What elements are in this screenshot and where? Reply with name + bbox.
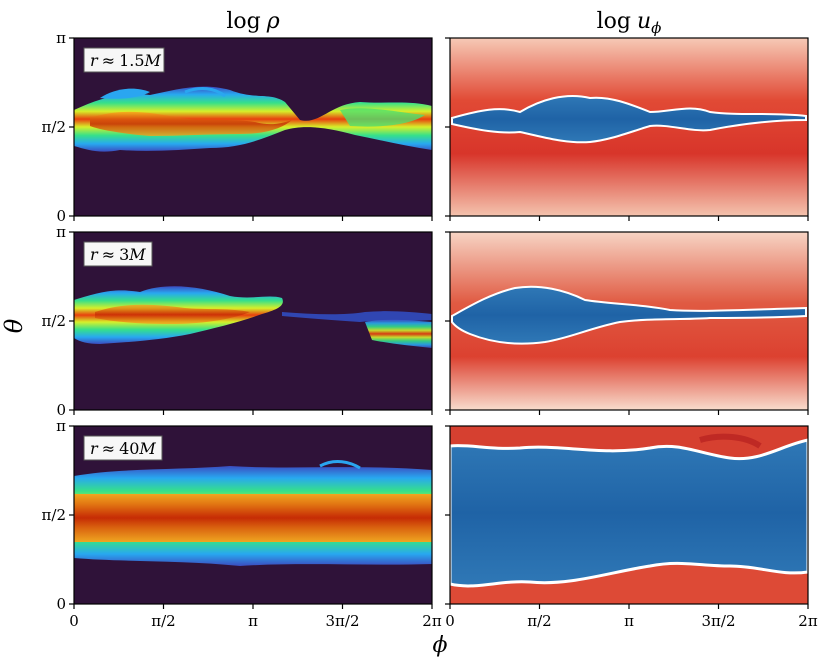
- row-label-r3: r ≈3M: [83, 241, 153, 267]
- y-tick-label: π: [56, 417, 66, 435]
- y-tick-label: π: [56, 29, 66, 47]
- density-panel-r3: [74, 232, 432, 410]
- y-tick-label: π/2: [42, 118, 66, 136]
- y-tick-label: 0: [56, 401, 66, 419]
- x-tick-label: 0: [69, 612, 79, 630]
- y-tick-label: π: [56, 223, 66, 241]
- svg-text:r≈40M: r ≈40M: [90, 439, 156, 458]
- x-tick-label: π/2: [151, 612, 175, 630]
- velocity-panel-r40: [450, 426, 808, 604]
- y-tick-label: 0: [56, 207, 66, 225]
- x-tick-label: 3π/2: [326, 612, 360, 630]
- y-tick-label: π/2: [42, 312, 66, 330]
- x-tick-label: 0: [445, 612, 455, 630]
- row-label-r40: r ≈40M: [83, 435, 163, 461]
- column-title-density: log ρ: [226, 9, 279, 34]
- x-tick-label: 3π/2: [702, 612, 736, 630]
- y-axis-label: θ: [0, 318, 28, 333]
- velocity-panel-r3: [450, 232, 808, 410]
- density-panel-r1p5: [74, 38, 432, 216]
- svg-text:r≈3M: r ≈3M: [90, 245, 146, 264]
- y-tick-label: 0: [56, 595, 66, 613]
- x-axis-label: ϕ: [433, 633, 448, 658]
- x-tick-label: π: [248, 612, 258, 630]
- x-tick-label: π/2: [527, 612, 551, 630]
- y-tick-label: π/2: [42, 506, 66, 524]
- row-label-r1p5: r ≈1.5M: [83, 47, 165, 73]
- x-tick-label: 2π: [422, 612, 442, 630]
- column-title-velocity: log uϕ: [597, 9, 662, 37]
- velocity-panel-r1p5: [450, 38, 808, 216]
- x-tick-label: 2π: [798, 612, 818, 630]
- svg-text:r≈1.5M: r ≈1.5M: [90, 51, 162, 70]
- x-tick-label: π: [624, 612, 634, 630]
